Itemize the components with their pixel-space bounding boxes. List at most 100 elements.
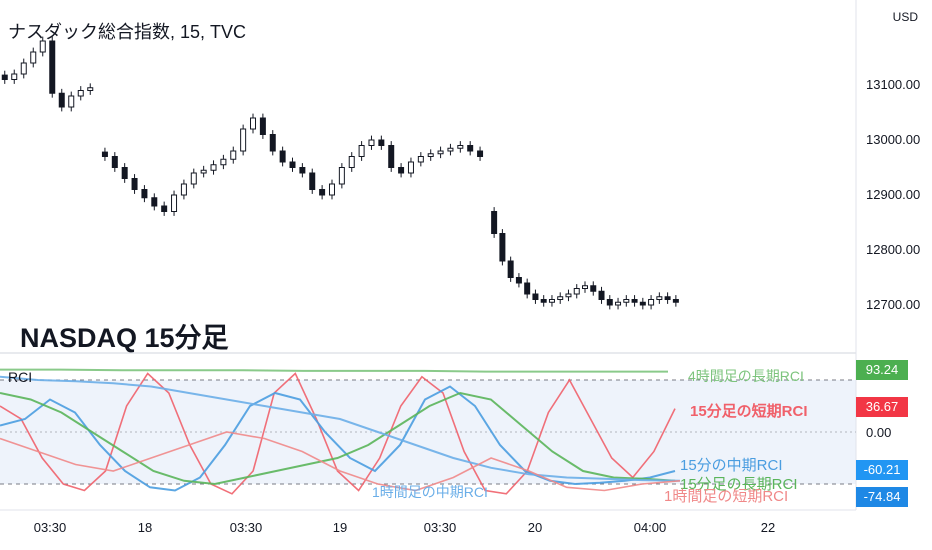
candle	[467, 141, 474, 156]
candle	[101, 147, 108, 161]
candle	[368, 135, 375, 150]
candle	[1, 70, 8, 84]
time-tick-7: 22	[761, 520, 775, 535]
candle	[11, 69, 18, 84]
symbol-title[interactable]: ナスダック総合指数, 15, TVC	[8, 22, 247, 42]
candle	[598, 286, 605, 304]
candle	[447, 143, 454, 156]
rci-line-1	[0, 372, 676, 495]
rci-line-3	[0, 391, 676, 486]
candle	[230, 146, 237, 164]
annotation-0: 4時間足の長期RCI	[688, 368, 804, 384]
time-tick-4: 03:30	[424, 520, 457, 535]
candle	[557, 292, 564, 304]
candle	[348, 152, 355, 172]
indicator-title[interactable]: RCI	[8, 369, 33, 385]
annotation-1: 15分足の短期RCI	[690, 402, 808, 420]
candle	[648, 295, 655, 310]
price-tick-0: 13100.00	[866, 77, 920, 92]
candle	[590, 281, 597, 296]
candle	[664, 292, 671, 304]
candle	[606, 295, 613, 310]
badge-15m-short-rci: 36.67	[856, 397, 908, 417]
time-tick-1: 18	[138, 520, 152, 535]
candle	[388, 141, 395, 172]
rci-line-2	[0, 385, 676, 492]
candle	[289, 157, 296, 172]
candle	[151, 193, 158, 211]
candle	[398, 163, 405, 178]
candle	[532, 289, 539, 304]
candle	[210, 160, 217, 175]
time-tick-5: 20	[528, 520, 542, 535]
candle	[49, 36, 56, 98]
annotation-3: 15分足の長期RCI	[680, 476, 798, 493]
candle	[672, 295, 679, 307]
candle	[656, 292, 663, 304]
candle	[279, 146, 286, 167]
price-axis[interactable]: 13100.00 13000.00 12900.00 12800.00 12700.00	[866, 77, 920, 312]
candle	[491, 207, 498, 238]
time-tick-0: 03:30	[34, 520, 67, 535]
candle	[328, 179, 335, 200]
rci-line-0	[0, 368, 668, 373]
candle	[161, 201, 168, 216]
candle	[30, 47, 37, 68]
time-tick-6: 04:00	[634, 520, 667, 535]
candle	[220, 154, 227, 170]
chart-label: NASDAQ 15分足	[20, 323, 229, 353]
price-tick-2: 12900.00	[866, 187, 920, 202]
candle	[417, 152, 424, 167]
candle	[299, 163, 306, 178]
candle	[582, 281, 588, 293]
candlestick-series	[1, 36, 679, 310]
badge-1h-mid-rci: -74.84	[856, 487, 908, 507]
candle	[507, 256, 514, 282]
candle	[141, 185, 148, 203]
rci-series-group	[0, 368, 681, 495]
annotation-4: 1時間足の中期RCI	[372, 484, 488, 500]
candle	[623, 295, 630, 307]
rci-line-4	[0, 375, 681, 482]
time-axis[interactable]: 03:30 18 03:30 19 03:30 20 04:00 22	[34, 520, 776, 535]
candle	[121, 163, 128, 183]
badge-15m-mid-rci: -60.21	[856, 460, 908, 480]
candle	[499, 229, 506, 266]
candle	[111, 152, 118, 172]
candle	[309, 168, 316, 194]
candle	[524, 278, 531, 299]
candle	[269, 130, 276, 156]
candle	[573, 284, 580, 299]
candle	[319, 185, 326, 200]
candle	[200, 165, 207, 178]
candle	[358, 141, 365, 161]
rci-zero-label: 0.00	[866, 425, 891, 440]
candle	[68, 91, 75, 112]
candle	[477, 146, 484, 161]
candle	[540, 295, 547, 307]
candle	[631, 295, 638, 307]
candle	[338, 163, 345, 189]
candle	[20, 58, 27, 79]
candle	[565, 289, 572, 302]
candle	[427, 149, 434, 161]
candle	[39, 36, 46, 57]
candle	[58, 88, 65, 112]
price-tick-1: 13000.00	[866, 132, 920, 147]
candle	[378, 135, 385, 150]
price-pane[interactable]	[0, 0, 856, 350]
candle	[77, 86, 84, 101]
rci-annotations: 4時間足の長期RCI15分足の短期RCI15分の中期RCI15分足の長期RCI1…	[372, 368, 808, 505]
candle	[250, 113, 257, 134]
badge-4h-long-rci: 93.24	[856, 360, 908, 380]
candle	[457, 141, 464, 153]
candle	[437, 146, 444, 159]
time-tick-3: 19	[333, 520, 347, 535]
candle	[87, 83, 94, 95]
annotation-5: 1時間足の短期RCI	[664, 488, 788, 505]
candle	[548, 295, 555, 307]
candle	[515, 273, 522, 288]
price-tick-4: 12700.00	[866, 297, 920, 312]
